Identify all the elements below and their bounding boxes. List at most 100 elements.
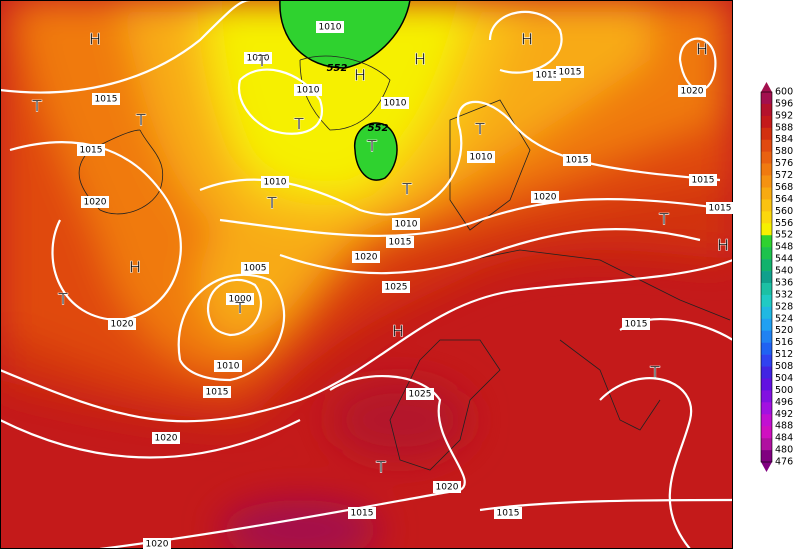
isobar-label: 1020: [84, 198, 107, 208]
pressure-center: H: [521, 30, 533, 49]
legend-tick-label: 524: [775, 313, 793, 324]
isobar-label-bg: [214, 360, 242, 372]
legend-swatch: [761, 306, 772, 320]
isobar-label-bg: [81, 196, 109, 208]
legend-tick-label: 560: [775, 206, 793, 217]
legend-swatch: [761, 378, 772, 391]
isobar-label-bg: [143, 538, 171, 550]
isobar-label-bg: [533, 69, 561, 81]
legend-tick-label: 476: [775, 457, 793, 468]
isobar-label-bg: [386, 236, 414, 248]
legend-swatch: [761, 390, 772, 403]
legend-tick-label: 592: [775, 110, 793, 121]
isobar-label: 1015: [559, 68, 582, 78]
legend-tick-label: 564: [775, 194, 793, 205]
pressure-center: T: [649, 363, 660, 382]
legend-swatch: [761, 271, 772, 284]
isobar-label: 1010: [470, 153, 493, 163]
isobar-label: 1010: [384, 99, 407, 109]
isobar-label: 1015: [95, 95, 118, 105]
pressure-center: T: [57, 290, 68, 309]
isobar-label: 1020: [146, 540, 169, 550]
pressure-center: T: [135, 111, 146, 130]
pressure-center: T: [366, 137, 377, 156]
thickness-label: 552: [368, 123, 389, 134]
isobar-label-bg: [563, 154, 591, 166]
legend-swatch: [761, 175, 772, 188]
legend-tick-label: 528: [775, 301, 793, 312]
isobar-label: 1020: [436, 483, 459, 493]
pressure-center: T: [375, 458, 386, 477]
legend-swatch: [761, 92, 772, 105]
isobar-label-bg: [531, 191, 559, 203]
isobar-label: 1015: [497, 509, 520, 519]
isobar-label: 1025: [409, 390, 432, 400]
legend-frame: [760, 91, 773, 463]
isobar-label-bg: [706, 202, 734, 214]
legend-swatch: [761, 294, 772, 308]
isobar-label-bg: [556, 66, 584, 78]
legend-tick-label: 492: [775, 409, 793, 420]
isobar-label-bg: [316, 21, 344, 33]
isobar-label: 1020: [355, 253, 378, 263]
isobar-label-bg: [406, 388, 434, 400]
isobar-label-bg: [77, 144, 105, 156]
isobar-label: 1015: [709, 204, 732, 214]
isobar-label: 1015: [389, 238, 412, 248]
legend-swatch: [761, 223, 772, 236]
legend-swatch: [761, 282, 772, 296]
isobar-label: 1020: [111, 320, 134, 330]
legend-tick-label: 496: [775, 397, 793, 408]
legend-tick-label: 544: [775, 254, 793, 265]
legend-tick-label: 576: [775, 158, 793, 169]
pressure-center: T: [474, 120, 485, 139]
pressure-center: T: [658, 210, 669, 229]
legend-swatch: [761, 115, 772, 129]
isobar-label-bg: [678, 85, 706, 97]
isobar-label: 1015: [536, 71, 559, 81]
legend-tick-label: 512: [775, 349, 793, 360]
isobar-label: 1015: [625, 320, 648, 330]
pressure-center: H: [696, 40, 708, 59]
isobar-label-bg: [494, 507, 522, 519]
legend-arrow-top: [761, 82, 772, 92]
pressure-center: H: [717, 236, 729, 255]
legend-swatch: [761, 151, 772, 164]
isobar-label: 1010: [319, 23, 342, 33]
isobar-label: 1015: [351, 509, 374, 519]
isobar-label-bg: [467, 151, 495, 163]
isobar-label: 1005: [244, 264, 267, 274]
legend-arrow-bottom: [761, 462, 772, 472]
legend-tick-label: 584: [775, 134, 793, 145]
legend-swatch: [761, 139, 772, 152]
isobar-label-bg: [352, 251, 380, 263]
legend-tick-label: 500: [775, 385, 793, 396]
isobar-label: 1020: [155, 434, 178, 444]
legend-swatch: [761, 187, 772, 200]
legend-tick-label: 536: [775, 277, 793, 288]
legend-swatch: [761, 211, 772, 224]
legend-tick-label: 488: [775, 421, 793, 432]
legend-swatch: [761, 366, 772, 379]
isobar-label: 1010: [395, 220, 418, 230]
isobar-label: 1010: [247, 54, 270, 64]
legend-swatch: [761, 259, 772, 272]
pressure-center: T: [256, 52, 267, 71]
legend-tick-label: 520: [775, 325, 793, 336]
legend-tick-label: 504: [775, 373, 793, 384]
legend-swatch: [761, 414, 772, 427]
isobar-label: 1000: [229, 295, 252, 305]
isobar-label: 1015: [692, 176, 715, 186]
thickness-label: 552: [327, 63, 348, 74]
pressure-center: H: [354, 66, 366, 85]
legend-swatch: [761, 354, 772, 367]
legend-tick-label: 588: [775, 122, 793, 133]
legend-swatch: [761, 342, 772, 355]
legend-tick-label: 568: [775, 182, 793, 193]
legend-swatch: [761, 318, 772, 332]
isobar-label: 1010: [264, 178, 287, 188]
pressure-center: H: [89, 30, 101, 49]
legend-swatch: [761, 450, 772, 463]
